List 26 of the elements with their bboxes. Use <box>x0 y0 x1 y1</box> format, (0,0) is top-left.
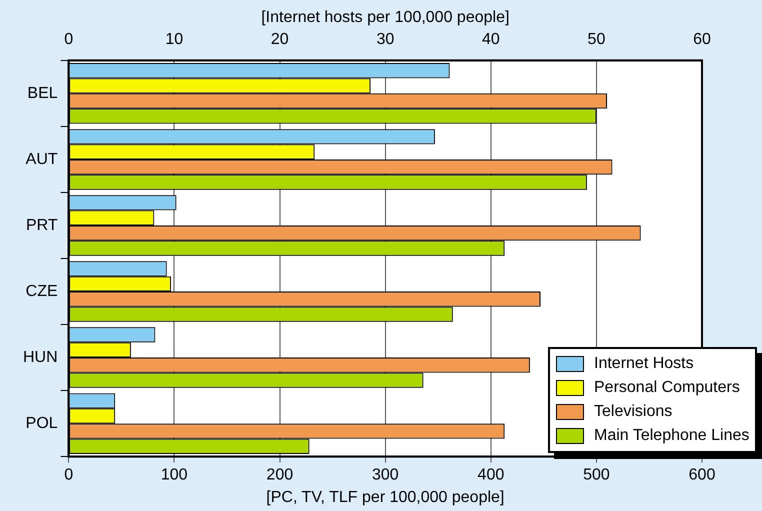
legend-label: Televisions <box>594 402 672 421</box>
x-tick-label: 200 <box>266 466 294 484</box>
x-tick-label: 500 <box>583 466 610 484</box>
x2-tick-label: 40 <box>482 31 500 48</box>
legend-label: Main Telephone Lines <box>594 426 750 445</box>
legend-label: Internet Hosts <box>594 354 694 373</box>
x2-tick-label: 60 <box>693 31 711 48</box>
x2-tick-label: 50 <box>588 31 606 48</box>
x2-tick-label: 20 <box>270 31 289 48</box>
x-tick-label: 600 <box>688 466 716 484</box>
x2-axis-title: [Internet hosts per 100,000 people] <box>261 9 510 26</box>
x-tick-label: 100 <box>160 466 188 484</box>
y-tick-label: HUN <box>22 348 58 366</box>
x2-tick-label: 30 <box>376 31 394 48</box>
y-tick-label: POL <box>26 414 58 432</box>
legend-label: Personal Computers <box>594 378 740 397</box>
y-tick-label: CZE <box>26 282 58 300</box>
x2-tick-label: 0 <box>64 31 74 48</box>
y-tick-label: AUT <box>26 150 58 168</box>
y-tick-label: PRT <box>26 216 58 234</box>
x-tick-label: 400 <box>478 466 504 484</box>
x-axis-title: [PC, TV, TLF per 100,000 people] <box>266 488 504 506</box>
y-tick-label: BEL <box>27 84 58 102</box>
x-tick-label: 0 <box>64 466 74 484</box>
x2-tick-label: 10 <box>165 31 184 48</box>
x-tick-label: 300 <box>372 466 399 484</box>
